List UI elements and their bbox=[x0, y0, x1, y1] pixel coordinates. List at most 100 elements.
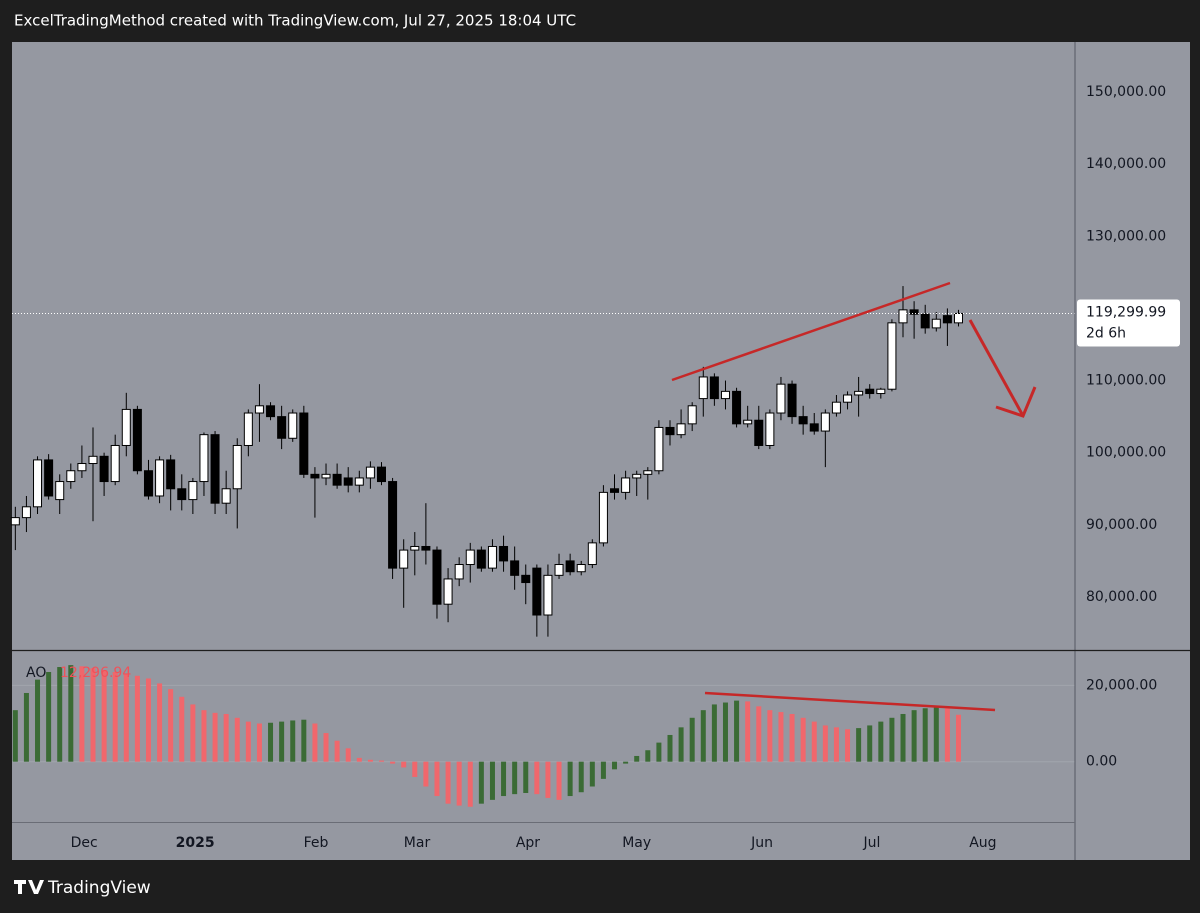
ao-bar bbox=[145, 678, 151, 762]
ao-bar bbox=[12, 710, 18, 762]
candle-body bbox=[776, 383, 786, 414]
ao-bar bbox=[279, 721, 285, 762]
candle-body bbox=[865, 388, 875, 395]
grid bbox=[12, 684, 1075, 763]
candle-body bbox=[709, 376, 719, 400]
candle-body bbox=[399, 549, 409, 569]
candle-body bbox=[210, 434, 220, 504]
ao-bar bbox=[179, 696, 185, 762]
ao-bar bbox=[789, 713, 795, 762]
marks bbox=[10, 286, 1075, 807]
candle-body bbox=[143, 470, 153, 497]
candle-body bbox=[254, 405, 264, 414]
y-tick-label: 20,000.00 bbox=[1086, 677, 1157, 693]
ao-bar bbox=[656, 742, 662, 762]
candle-body bbox=[132, 408, 142, 472]
ao-bar bbox=[756, 706, 762, 762]
candle-body bbox=[376, 466, 386, 483]
ao-bar bbox=[378, 760, 384, 762]
x-tick-label: Aug bbox=[969, 835, 996, 851]
candle-body bbox=[598, 491, 608, 544]
last-price-label: 119,299.99 bbox=[1086, 304, 1166, 320]
candle-body bbox=[698, 376, 708, 400]
candle-body bbox=[898, 309, 908, 324]
header-title: ExcelTradingMethod created with TradingV… bbox=[14, 12, 576, 30]
candle-body bbox=[920, 313, 930, 329]
ao-bar bbox=[667, 734, 673, 762]
y-tick-label: 110,000.00 bbox=[1086, 373, 1166, 389]
candle-body bbox=[77, 463, 87, 472]
ao-bar bbox=[367, 759, 373, 762]
candle-body bbox=[476, 549, 486, 569]
ao-bar bbox=[57, 667, 63, 762]
ao-bar bbox=[168, 689, 174, 762]
ao-bar bbox=[356, 757, 362, 762]
candle-body bbox=[454, 564, 464, 580]
ao-bar bbox=[201, 710, 207, 762]
ao-bar bbox=[190, 704, 196, 762]
ao-bar bbox=[412, 761, 418, 777]
candle-body bbox=[720, 390, 730, 400]
trend-line bbox=[671, 281, 951, 382]
ao-bar bbox=[512, 761, 518, 795]
ao-bar bbox=[833, 727, 839, 762]
indicator-value: 12,296.94 bbox=[60, 665, 131, 681]
ao-bar bbox=[778, 712, 784, 762]
ao-bar bbox=[822, 725, 828, 762]
x-tick-label: Feb bbox=[304, 835, 329, 851]
candle-body bbox=[343, 477, 353, 486]
candle-body bbox=[266, 405, 276, 418]
ao-bar bbox=[478, 761, 484, 804]
candle-body bbox=[654, 426, 664, 472]
ao-bar bbox=[578, 761, 584, 793]
indicator-name: AO bbox=[26, 665, 46, 681]
candle-body bbox=[554, 564, 564, 576]
candle-body bbox=[410, 545, 420, 551]
candle-body bbox=[421, 545, 431, 551]
candle-body bbox=[221, 488, 231, 504]
ao-bar bbox=[612, 761, 618, 770]
candle-body bbox=[687, 405, 697, 425]
x-tick-label: Jun bbox=[750, 835, 773, 851]
candle-body bbox=[33, 459, 43, 508]
candle-body bbox=[354, 477, 364, 486]
ao-bar bbox=[734, 700, 740, 762]
candle-body bbox=[66, 470, 76, 483]
candle-body bbox=[854, 390, 864, 396]
logo-mark bbox=[14, 880, 44, 894]
ao-bar bbox=[312, 723, 318, 762]
ao-bar bbox=[489, 761, 495, 800]
ao-bar bbox=[634, 755, 640, 762]
y-tick-label: 150,000.00 bbox=[1086, 84, 1166, 100]
ao-bar bbox=[856, 728, 862, 762]
candle-body bbox=[277, 416, 287, 439]
ao-bar bbox=[722, 702, 728, 762]
candle-body bbox=[388, 481, 398, 569]
trend-line bbox=[704, 691, 996, 712]
ao-bar bbox=[900, 713, 906, 762]
candle-body bbox=[321, 473, 331, 479]
candle-body bbox=[942, 315, 952, 324]
ao-bar bbox=[268, 722, 274, 762]
ao-bar bbox=[445, 761, 451, 804]
ao-bar bbox=[711, 704, 717, 762]
candle-body bbox=[55, 481, 65, 501]
ao-bar bbox=[878, 721, 884, 762]
ao-bar bbox=[79, 666, 85, 762]
y-tick-label: 130,000.00 bbox=[1086, 228, 1166, 244]
ao-bar bbox=[589, 761, 595, 787]
candle-body bbox=[110, 444, 120, 483]
candle-body bbox=[610, 488, 620, 493]
ao-bar bbox=[678, 727, 684, 762]
candle-body bbox=[44, 459, 54, 497]
ao-bar bbox=[501, 761, 507, 797]
candle-body bbox=[732, 390, 742, 425]
ao-bar bbox=[334, 740, 340, 762]
candle-body bbox=[543, 574, 553, 616]
candle-body bbox=[432, 549, 442, 605]
candle-body bbox=[443, 578, 453, 605]
candle-body bbox=[843, 394, 853, 403]
ao-bar bbox=[401, 761, 407, 768]
candle-body bbox=[676, 423, 686, 436]
candle-body bbox=[155, 459, 165, 497]
